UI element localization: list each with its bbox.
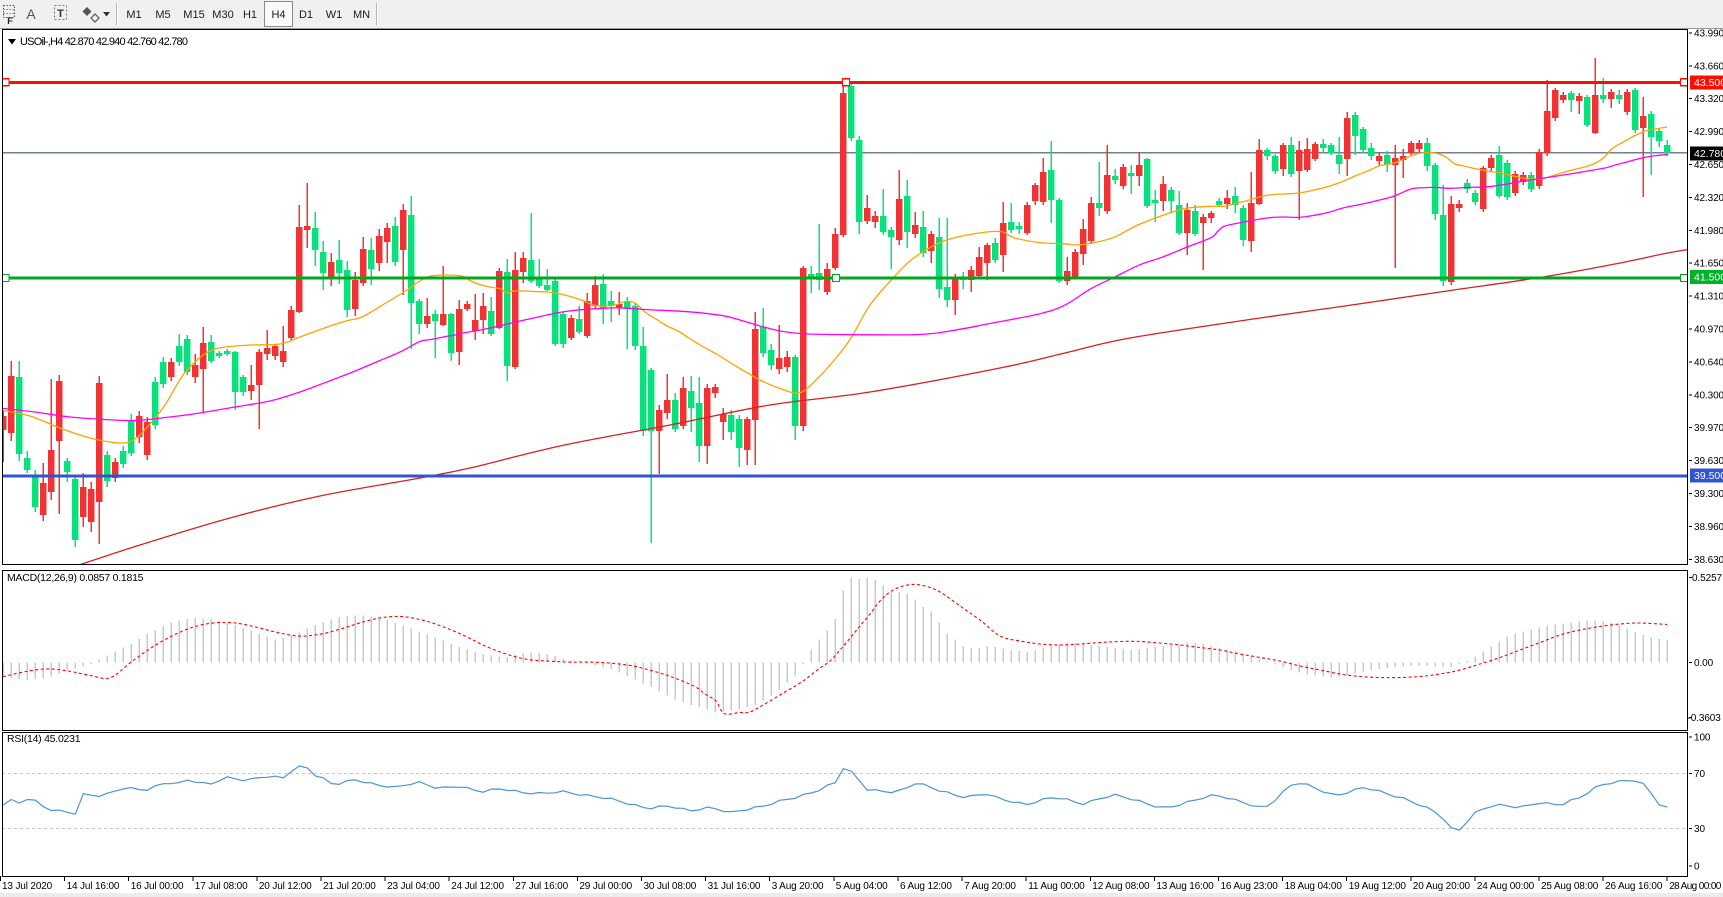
svg-text:MN: MN <box>353 9 370 21</box>
svg-text:T: T <box>57 8 64 20</box>
svg-text:21 Jul 20:00: 21 Jul 20:00 <box>323 881 376 892</box>
svg-text:M15: M15 <box>183 9 204 21</box>
svg-text:40.970: 40.970 <box>1694 325 1723 336</box>
svg-text:38.630: 38.630 <box>1694 555 1723 566</box>
svg-text:43.990: 43.990 <box>1694 28 1723 39</box>
svg-text:43.660: 43.660 <box>1694 61 1723 72</box>
svg-text:41.980: 41.980 <box>1694 226 1723 237</box>
svg-text:70: 70 <box>1694 769 1705 780</box>
svg-text:16 Jul 00:00: 16 Jul 00:00 <box>131 881 184 892</box>
svg-text:43.500: 43.500 <box>1694 77 1723 89</box>
svg-text:20 Jul 12:00: 20 Jul 12:00 <box>259 881 312 892</box>
svg-text:20 Aug 20:00: 20 Aug 20:00 <box>1413 881 1471 892</box>
svg-text:41.650: 41.650 <box>1694 259 1723 270</box>
svg-text:11 Aug 00:00: 11 Aug 00:00 <box>1028 881 1085 892</box>
svg-text:42.990: 42.990 <box>1694 127 1723 138</box>
svg-text:42.650: 42.650 <box>1694 160 1723 171</box>
svg-text:12 Aug 08:00: 12 Aug 08:00 <box>1092 881 1150 892</box>
svg-text:18 Aug 04:00: 18 Aug 04:00 <box>1285 881 1343 892</box>
svg-text:A: A <box>26 6 36 22</box>
svg-text:100: 100 <box>1694 733 1711 744</box>
svg-text:7 Aug 20:00: 7 Aug 20:00 <box>964 881 1016 892</box>
svg-text:USOil-,H4 42.870 42.940 42.760: USOil-,H4 42.870 42.940 42.760 42.780 <box>20 36 188 48</box>
svg-text:41.310: 41.310 <box>1694 292 1723 303</box>
svg-text:43.320: 43.320 <box>1694 94 1723 105</box>
svg-text:17 Jul 08:00: 17 Jul 08:00 <box>195 881 248 892</box>
svg-text:D1: D1 <box>299 9 313 21</box>
svg-text:40.640: 40.640 <box>1694 357 1723 368</box>
svg-text:24 Jul 12:00: 24 Jul 12:00 <box>451 881 504 892</box>
svg-text:M30: M30 <box>212 9 233 21</box>
svg-text:29 Jul 00:00: 29 Jul 00:00 <box>579 881 632 892</box>
svg-text:3 Aug 20:00: 3 Aug 20:00 <box>772 881 824 892</box>
svg-text:39.970: 39.970 <box>1694 423 1723 434</box>
svg-text:F: F <box>7 16 13 26</box>
svg-text:40.300: 40.300 <box>1694 390 1723 401</box>
svg-text:0.5257: 0.5257 <box>1692 573 1723 584</box>
svg-text:30: 30 <box>1694 824 1705 835</box>
svg-text:0: 0 <box>1694 862 1700 873</box>
svg-text:16 Aug 23:00: 16 Aug 23:00 <box>1221 881 1279 892</box>
svg-text:30 Jul 08:00: 30 Jul 08:00 <box>644 881 697 892</box>
svg-text:RSI(14) 45.0231: RSI(14) 45.0231 <box>7 733 81 745</box>
svg-text:28 Aug 00:00: 28 Aug 00:00 <box>1669 881 1722 892</box>
svg-text:-0.3603: -0.3603 <box>1688 713 1722 724</box>
svg-text:14 Jul 16:00: 14 Jul 16:00 <box>67 881 120 892</box>
svg-text:13 Jul 2020: 13 Jul 2020 <box>2 881 53 892</box>
svg-text:42.780: 42.780 <box>1694 148 1723 160</box>
svg-text:41.500: 41.500 <box>1694 272 1723 284</box>
svg-text:31 Jul 16:00: 31 Jul 16:00 <box>708 881 761 892</box>
svg-text:6 Aug 12:00: 6 Aug 12:00 <box>900 881 952 892</box>
svg-text:26 Aug 16:00: 26 Aug 16:00 <box>1605 881 1663 892</box>
svg-text:0.00: 0.00 <box>1694 658 1714 669</box>
svg-text:W1: W1 <box>326 9 343 21</box>
svg-text:MACD(12,26,9) 0.0857 0.1815: MACD(12,26,9) 0.0857 0.1815 <box>7 572 144 584</box>
svg-text:24 Aug 00:00: 24 Aug 00:00 <box>1477 881 1535 892</box>
svg-text:13 Aug 16:00: 13 Aug 16:00 <box>1156 881 1214 892</box>
svg-text:M5: M5 <box>155 9 170 21</box>
svg-text:42.320: 42.320 <box>1694 193 1723 204</box>
svg-text:23 Jul 04:00: 23 Jul 04:00 <box>387 881 440 892</box>
svg-text:39.300: 39.300 <box>1694 489 1723 500</box>
svg-text:5 Aug 04:00: 5 Aug 04:00 <box>836 881 888 892</box>
svg-text:25 Aug 08:00: 25 Aug 08:00 <box>1541 881 1599 892</box>
svg-text:H4: H4 <box>271 9 285 21</box>
svg-text:M1: M1 <box>126 9 141 21</box>
svg-text:39.500: 39.500 <box>1694 470 1723 482</box>
svg-text:19 Aug 12:00: 19 Aug 12:00 <box>1349 881 1407 892</box>
svg-text:27 Jul 16:00: 27 Jul 16:00 <box>515 881 568 892</box>
svg-text:H1: H1 <box>243 9 257 21</box>
svg-text:39.630: 39.630 <box>1694 456 1723 467</box>
svg-text:38.960: 38.960 <box>1694 522 1723 533</box>
